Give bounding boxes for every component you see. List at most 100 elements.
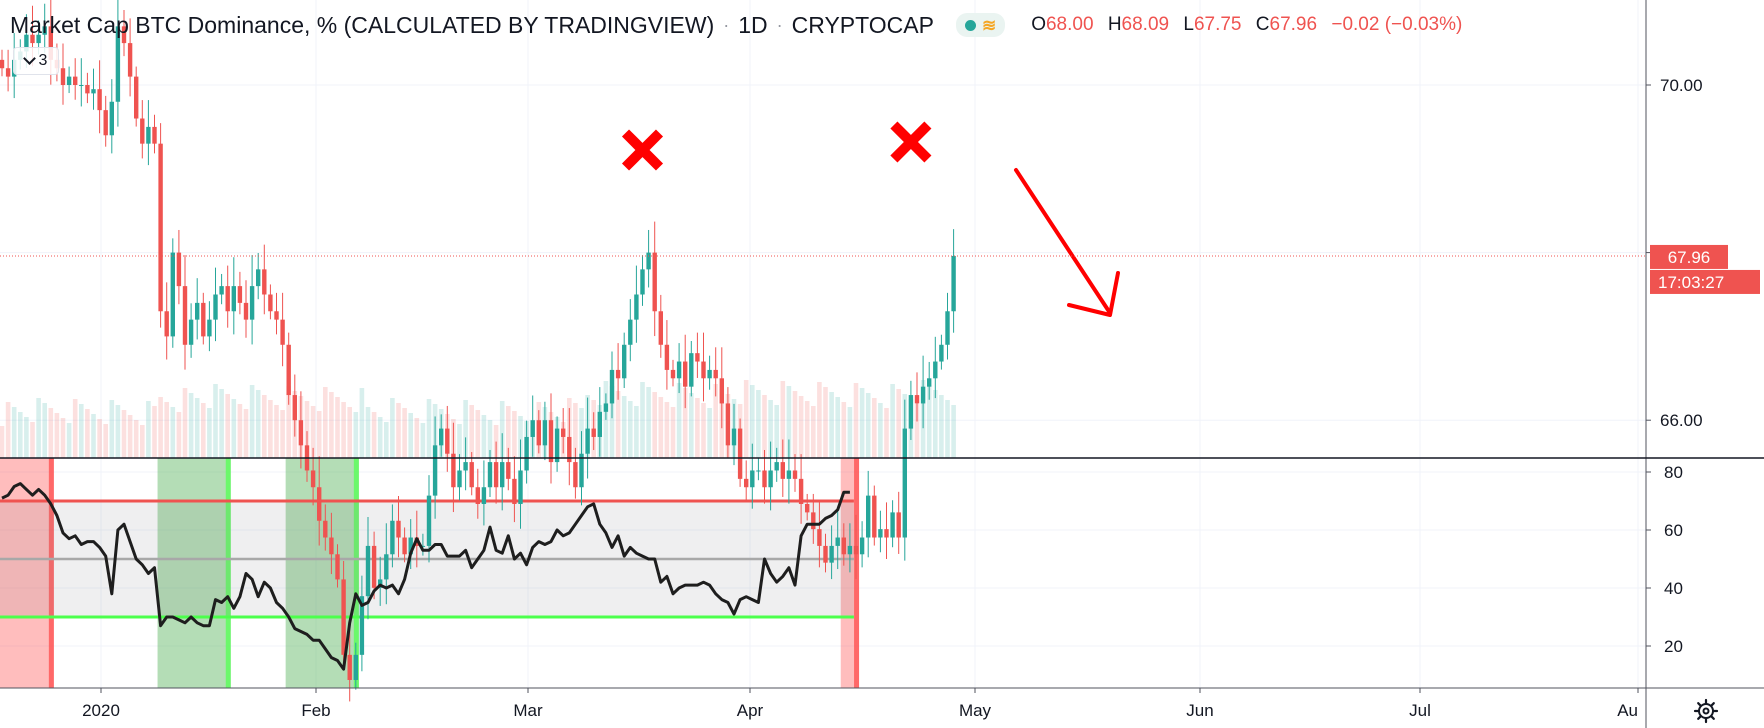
candle-body [445,428,450,454]
volume-bar [54,413,60,458]
candle-body [182,286,188,345]
candle-body [817,529,822,546]
candle-body [609,369,615,404]
volume-bar [310,406,316,458]
candle-body [176,252,182,287]
volume-bar [152,406,157,458]
candle-body [243,302,249,320]
volume-bar [811,406,816,458]
volume-bar [780,381,786,458]
candle-body [329,537,334,555]
volume-bar [573,403,578,458]
chevron-down-icon [22,52,36,65]
candle-body [622,344,627,379]
high-value: 68.09 [1121,14,1170,35]
candle-body [475,487,480,504]
volume-bar [140,425,145,458]
symbol-title[interactable]: Market Cap BTC Dominance, % (CALCULATED … [10,11,715,38]
volume-bar [951,405,956,458]
indicator-collapse-button[interactable]: 3 [13,47,59,75]
candle-body [920,386,926,404]
volume-bar [390,398,395,458]
candle-body [402,537,407,555]
candle-body [591,428,596,437]
candle-body [798,478,804,504]
candle-body [79,85,84,86]
volume-bar [933,390,938,458]
candle-body [774,462,779,471]
candle-body [225,286,230,312]
volume-bar [774,405,779,458]
x-mark-icon [621,129,664,171]
candle-body [676,361,682,379]
volume-bar [798,396,804,458]
candle-body [762,470,767,488]
volume-bars [0,380,956,458]
gear-icon[interactable] [1693,698,1719,724]
arrow-head [1067,271,1120,317]
candle-body [506,462,511,479]
chart-header: Market Cap BTC Dominance, % (CALCULATED … [10,8,1471,42]
candle-body [310,470,316,488]
volume-bar [682,388,688,458]
volume-bar [469,405,474,458]
volume-bar [371,412,377,458]
volume-bar [646,387,651,458]
volume-bar [219,389,224,458]
candle-body [213,294,218,320]
candle-body [390,520,395,555]
candle-body [634,294,639,320]
candle-body [280,319,285,345]
timeframe-label[interactable]: 1D [738,11,768,38]
candle-body [5,68,11,77]
candle-body [573,462,578,488]
candle-body [85,85,90,94]
candle-body [786,470,792,479]
volume-bar [939,395,944,458]
candle-body [835,537,840,546]
close-value: 67.96 [1269,14,1318,35]
rsi-tick-label: 80 [1664,463,1683,482]
x-mark-stroke [621,129,664,171]
zone-edge [48,458,54,688]
zone-edge [353,458,359,688]
volume-bar [79,404,84,458]
volume-bar [847,407,853,458]
candle-body [103,110,108,136]
volume-bar [841,402,847,458]
candle-body [567,436,572,463]
candle-body [896,512,901,538]
volume-bar [36,398,41,458]
candle-body [323,520,328,538]
candle-body [731,428,737,446]
volume-bar [408,413,413,458]
candle-body [939,344,944,362]
candle-body [481,487,487,504]
volume-bar [786,386,792,458]
candle-body [500,462,505,488]
header-separator: · [723,14,730,35]
candle-body [286,344,291,396]
last-price-label: 67.96 [1668,248,1711,267]
candle-body [384,554,389,580]
volume-bar [518,416,523,458]
market-status-pill[interactable]: ≋ [955,13,1006,37]
candle-body [432,445,438,496]
grid [0,0,1646,688]
candle-body [719,378,724,404]
time-tick-label: Jun [1186,701,1213,720]
candle-body [914,395,920,404]
candle-body [536,420,541,446]
candle-body [689,353,694,387]
candle-body [298,420,304,446]
countdown-badge [1650,269,1760,294]
volume-bar [762,395,767,458]
volume-bar [115,405,121,458]
candle-body [823,545,828,563]
candle-body [652,252,657,312]
candle-body [335,554,340,580]
open-value: 68.00 [1045,14,1094,35]
volume-bar [286,386,291,458]
